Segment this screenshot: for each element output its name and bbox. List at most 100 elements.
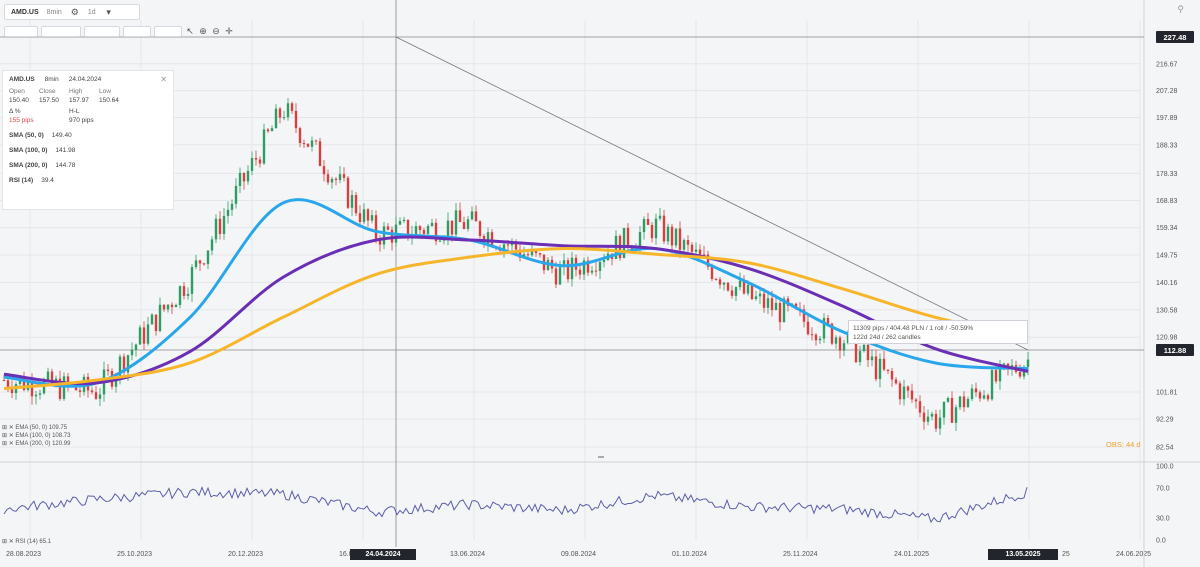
candle-body bbox=[342, 174, 346, 178]
candle-body bbox=[922, 412, 926, 422]
candle-body bbox=[226, 209, 230, 216]
candle-body bbox=[918, 401, 922, 413]
rsi-tick-label: 30.0 bbox=[1156, 515, 1170, 522]
candle-body bbox=[894, 379, 898, 384]
chevron-down-icon[interactable]: ▾ bbox=[106, 6, 111, 17]
candle-body bbox=[346, 177, 350, 208]
price-tick-label: 216.67 bbox=[1156, 61, 1178, 68]
close-icon[interactable]: ✕ bbox=[160, 75, 167, 84]
alarm-icon[interactable]: ⚲ bbox=[1177, 4, 1184, 14]
candle-body bbox=[886, 369, 890, 371]
candle-body bbox=[286, 103, 290, 118]
candle-body bbox=[646, 218, 650, 225]
indicator-row: SMA (200, 0) 144.78 bbox=[9, 162, 167, 169]
candle-body bbox=[182, 286, 186, 296]
candle-body bbox=[94, 392, 98, 399]
indicator-row: SMA (100, 0) 141.98 bbox=[9, 147, 167, 154]
drawing-select[interactable] bbox=[84, 25, 120, 37]
candle-body bbox=[766, 298, 770, 308]
crosshair-icon[interactable]: ✛ bbox=[225, 25, 233, 36]
trend-line bbox=[395, 36, 1029, 351]
candle-body bbox=[994, 370, 998, 382]
price-tick-label: 197.89 bbox=[1156, 115, 1178, 122]
indicator-value: 39.4 bbox=[41, 177, 54, 184]
candle-body bbox=[30, 381, 34, 397]
candle-body bbox=[354, 194, 358, 214]
candle-body bbox=[214, 218, 218, 240]
candle-body bbox=[670, 226, 674, 246]
candle-body bbox=[414, 226, 418, 235]
candle-body bbox=[714, 278, 718, 280]
rsi-legend[interactable]: ⊞ ✕ RSI (14) 65.1 bbox=[2, 539, 52, 545]
candle-body bbox=[234, 185, 238, 204]
template-select[interactable] bbox=[123, 25, 151, 37]
ohlc-value: 157.50 bbox=[39, 97, 59, 104]
candle-body bbox=[958, 396, 962, 408]
candle-body bbox=[358, 213, 362, 222]
price-tick-label: 188.33 bbox=[1156, 142, 1178, 149]
zoom-in-icon[interactable]: ⊕ bbox=[199, 25, 207, 36]
candle-body bbox=[682, 240, 686, 250]
rsi-line bbox=[3, 485, 1028, 524]
candle-body bbox=[158, 304, 162, 332]
ohlc-info-panel: ✕ AMD.US 8min 24.04.2024 Open Close High… bbox=[2, 70, 174, 210]
symbol-selector[interactable]: AMD.US 8min ⚙ 1d ▾ bbox=[4, 4, 140, 20]
crosshair-price-tag: 227.48 bbox=[1156, 31, 1194, 43]
candle-body bbox=[962, 396, 966, 408]
candle-body bbox=[982, 395, 986, 399]
cursor-icon[interactable]: ↖ bbox=[186, 25, 194, 36]
price-tick-label: 140.16 bbox=[1156, 280, 1178, 287]
tooltip-line-2: 122d 24d / 262 candles bbox=[853, 334, 921, 341]
candle-body bbox=[90, 390, 94, 393]
indicator-value: 141.98 bbox=[55, 147, 76, 154]
candle-body bbox=[378, 238, 382, 245]
candle-body bbox=[734, 287, 738, 296]
legend-item[interactable]: ⊞ ✕ EMA (200, 0) 120.99 bbox=[2, 441, 71, 447]
candle-body bbox=[398, 220, 402, 225]
rsi-tick-label: 70.0 bbox=[1156, 486, 1170, 493]
candle-body bbox=[774, 302, 778, 311]
gear-icon[interactable]: ⚙ bbox=[70, 6, 79, 17]
candle-body bbox=[62, 376, 66, 399]
candle-body bbox=[658, 215, 662, 219]
candle-body bbox=[974, 388, 978, 393]
candle-body bbox=[122, 356, 126, 373]
candle-body bbox=[114, 376, 118, 387]
candle-body bbox=[130, 349, 134, 356]
candle-body bbox=[746, 284, 750, 294]
legend-item[interactable]: ⊞ ✕ EMA (100, 0) 108.73 bbox=[2, 433, 71, 439]
candle-body bbox=[270, 128, 274, 132]
candle-body bbox=[162, 304, 166, 310]
candle-body bbox=[878, 358, 882, 380]
candle-body bbox=[970, 388, 974, 400]
indicator-select[interactable] bbox=[41, 25, 81, 37]
candle-body bbox=[66, 376, 70, 385]
info-subtitle: 8min bbox=[44, 76, 59, 83]
chart-type-select[interactable] bbox=[4, 25, 38, 37]
legend-item[interactable]: ⊞ ✕ EMA (50, 0) 109.75 bbox=[2, 425, 68, 431]
candle-body bbox=[642, 218, 646, 233]
candle-body bbox=[930, 413, 934, 417]
candle-body bbox=[582, 260, 586, 275]
layout-select[interactable] bbox=[154, 25, 182, 37]
candle-body bbox=[954, 407, 958, 423]
candle-body bbox=[150, 314, 154, 325]
candle-body bbox=[266, 129, 270, 132]
price-tick-label: 101.81 bbox=[1156, 389, 1178, 396]
candle-body bbox=[862, 344, 866, 352]
candle-body bbox=[898, 383, 902, 400]
date-tick-label: 24.06.2025 bbox=[1116, 551, 1151, 558]
candle-body bbox=[50, 371, 54, 385]
change-value: 155 pips bbox=[9, 117, 34, 124]
candle-body bbox=[666, 226, 670, 242]
candle-body bbox=[778, 302, 782, 323]
candle-body bbox=[1018, 372, 1022, 377]
candle-body bbox=[334, 178, 338, 181]
candle-body bbox=[170, 304, 174, 308]
candle-body bbox=[458, 210, 462, 223]
zoom-out-icon[interactable]: ⊖ bbox=[212, 25, 220, 36]
candle-body bbox=[34, 394, 38, 397]
candle-body bbox=[258, 159, 262, 164]
interval-value[interactable]: 1d bbox=[87, 8, 96, 16]
